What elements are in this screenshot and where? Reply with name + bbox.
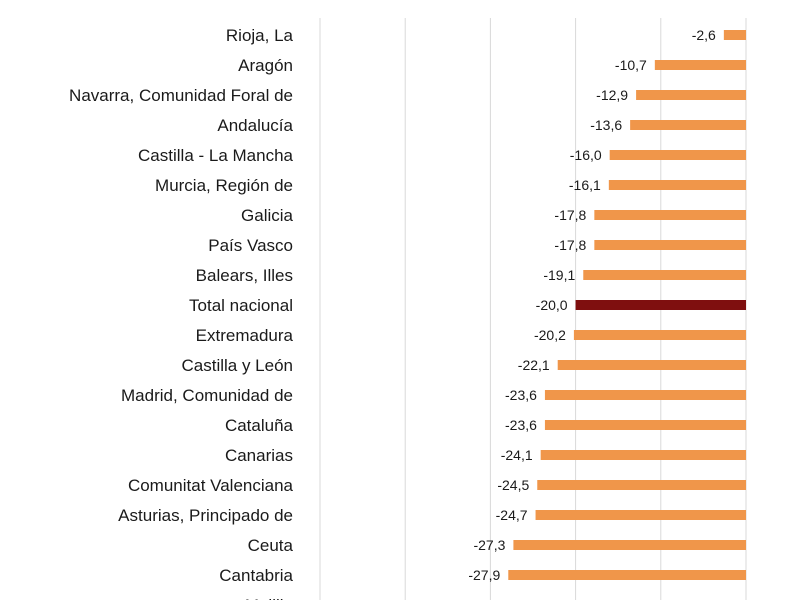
bar-canarias — [540, 450, 746, 460]
value-label: -13,6 — [590, 117, 622, 133]
category-label: Canarias — [225, 446, 293, 465]
value-label: -27,9 — [468, 567, 500, 583]
category-label: Extremadura — [196, 326, 294, 345]
category-label: Melilla — [245, 596, 294, 600]
value-labels: -2,6 -10,7 -12,9 -13,6 -16,0 -16,1 -17,8 -17,8 -… — [357, 27, 716, 600]
value-label: -12,9 — [596, 87, 628, 103]
value-label: -16,1 — [569, 177, 601, 193]
value-label: -24,1 — [501, 447, 533, 463]
value-label: -20,0 — [536, 297, 568, 313]
value-label: -24,5 — [497, 477, 529, 493]
value-label: -41,0 — [357, 597, 389, 600]
bars — [508, 30, 746, 580]
value-label: -27,3 — [473, 537, 505, 553]
bar-aragon — [654, 60, 746, 70]
bar-andalucia — [630, 120, 746, 130]
category-label: Castilla y León — [181, 356, 293, 375]
value-label: -24,7 — [496, 507, 528, 523]
category-labels: Rioja, La Aragón Navarra, Comunidad Foral … — [69, 26, 293, 600]
value-label: -23,6 — [505, 417, 537, 433]
bar-navarra-comunidad-foral-de — [636, 90, 746, 100]
category-label: Rioja, La — [226, 26, 294, 45]
bar-pais-vasco — [594, 240, 746, 250]
bar-galicia — [594, 210, 746, 220]
bar-castilla-y-leon — [557, 360, 746, 370]
bar-cantabria — [508, 570, 746, 580]
value-label: -20,2 — [534, 327, 566, 343]
category-label: Madrid, Comunidad de — [121, 386, 293, 405]
value-label: -23,6 — [505, 387, 537, 403]
bar-comunitat-valenciana — [537, 480, 746, 490]
value-label: -17,8 — [554, 237, 586, 253]
value-label: -16,0 — [570, 147, 602, 163]
category-label: Galicia — [241, 206, 294, 225]
category-label: Ceuta — [248, 536, 294, 555]
category-label: País Vasco — [208, 236, 293, 255]
value-label: -10,7 — [615, 57, 647, 73]
bar-madrid-comunidad-de — [544, 390, 746, 400]
bar-extremadura — [573, 330, 746, 340]
category-label: Navarra, Comunidad Foral de — [69, 86, 293, 105]
bar-castilla-la-mancha — [609, 150, 746, 160]
category-label: Cantabria — [219, 566, 293, 585]
category-label: Castilla - La Mancha — [138, 146, 294, 165]
bar-ceuta — [513, 540, 746, 550]
bar-total-nacional — [575, 300, 746, 310]
category-label: Asturias, Principado de — [118, 506, 293, 525]
bar-rioja-la — [723, 30, 746, 40]
bar-balears-illes — [583, 270, 746, 280]
category-label: Aragón — [238, 56, 293, 75]
category-label: Cataluña — [225, 416, 294, 435]
value-label: -17,8 — [554, 207, 586, 223]
bar-cataluna — [544, 420, 746, 430]
value-label: -19,1 — [543, 267, 575, 283]
category-label: Andalucía — [217, 116, 293, 135]
category-label: Comunitat Valenciana — [128, 476, 294, 495]
value-label: -2,6 — [692, 27, 716, 43]
bar-asturias-principado-de — [535, 510, 746, 520]
category-label: Murcia, Región de — [155, 176, 293, 195]
category-label: Total nacional — [189, 296, 293, 315]
value-label: -22,1 — [518, 357, 550, 373]
bar-murcia-region-de — [608, 180, 746, 190]
category-label: Balears, Illes — [196, 266, 293, 285]
